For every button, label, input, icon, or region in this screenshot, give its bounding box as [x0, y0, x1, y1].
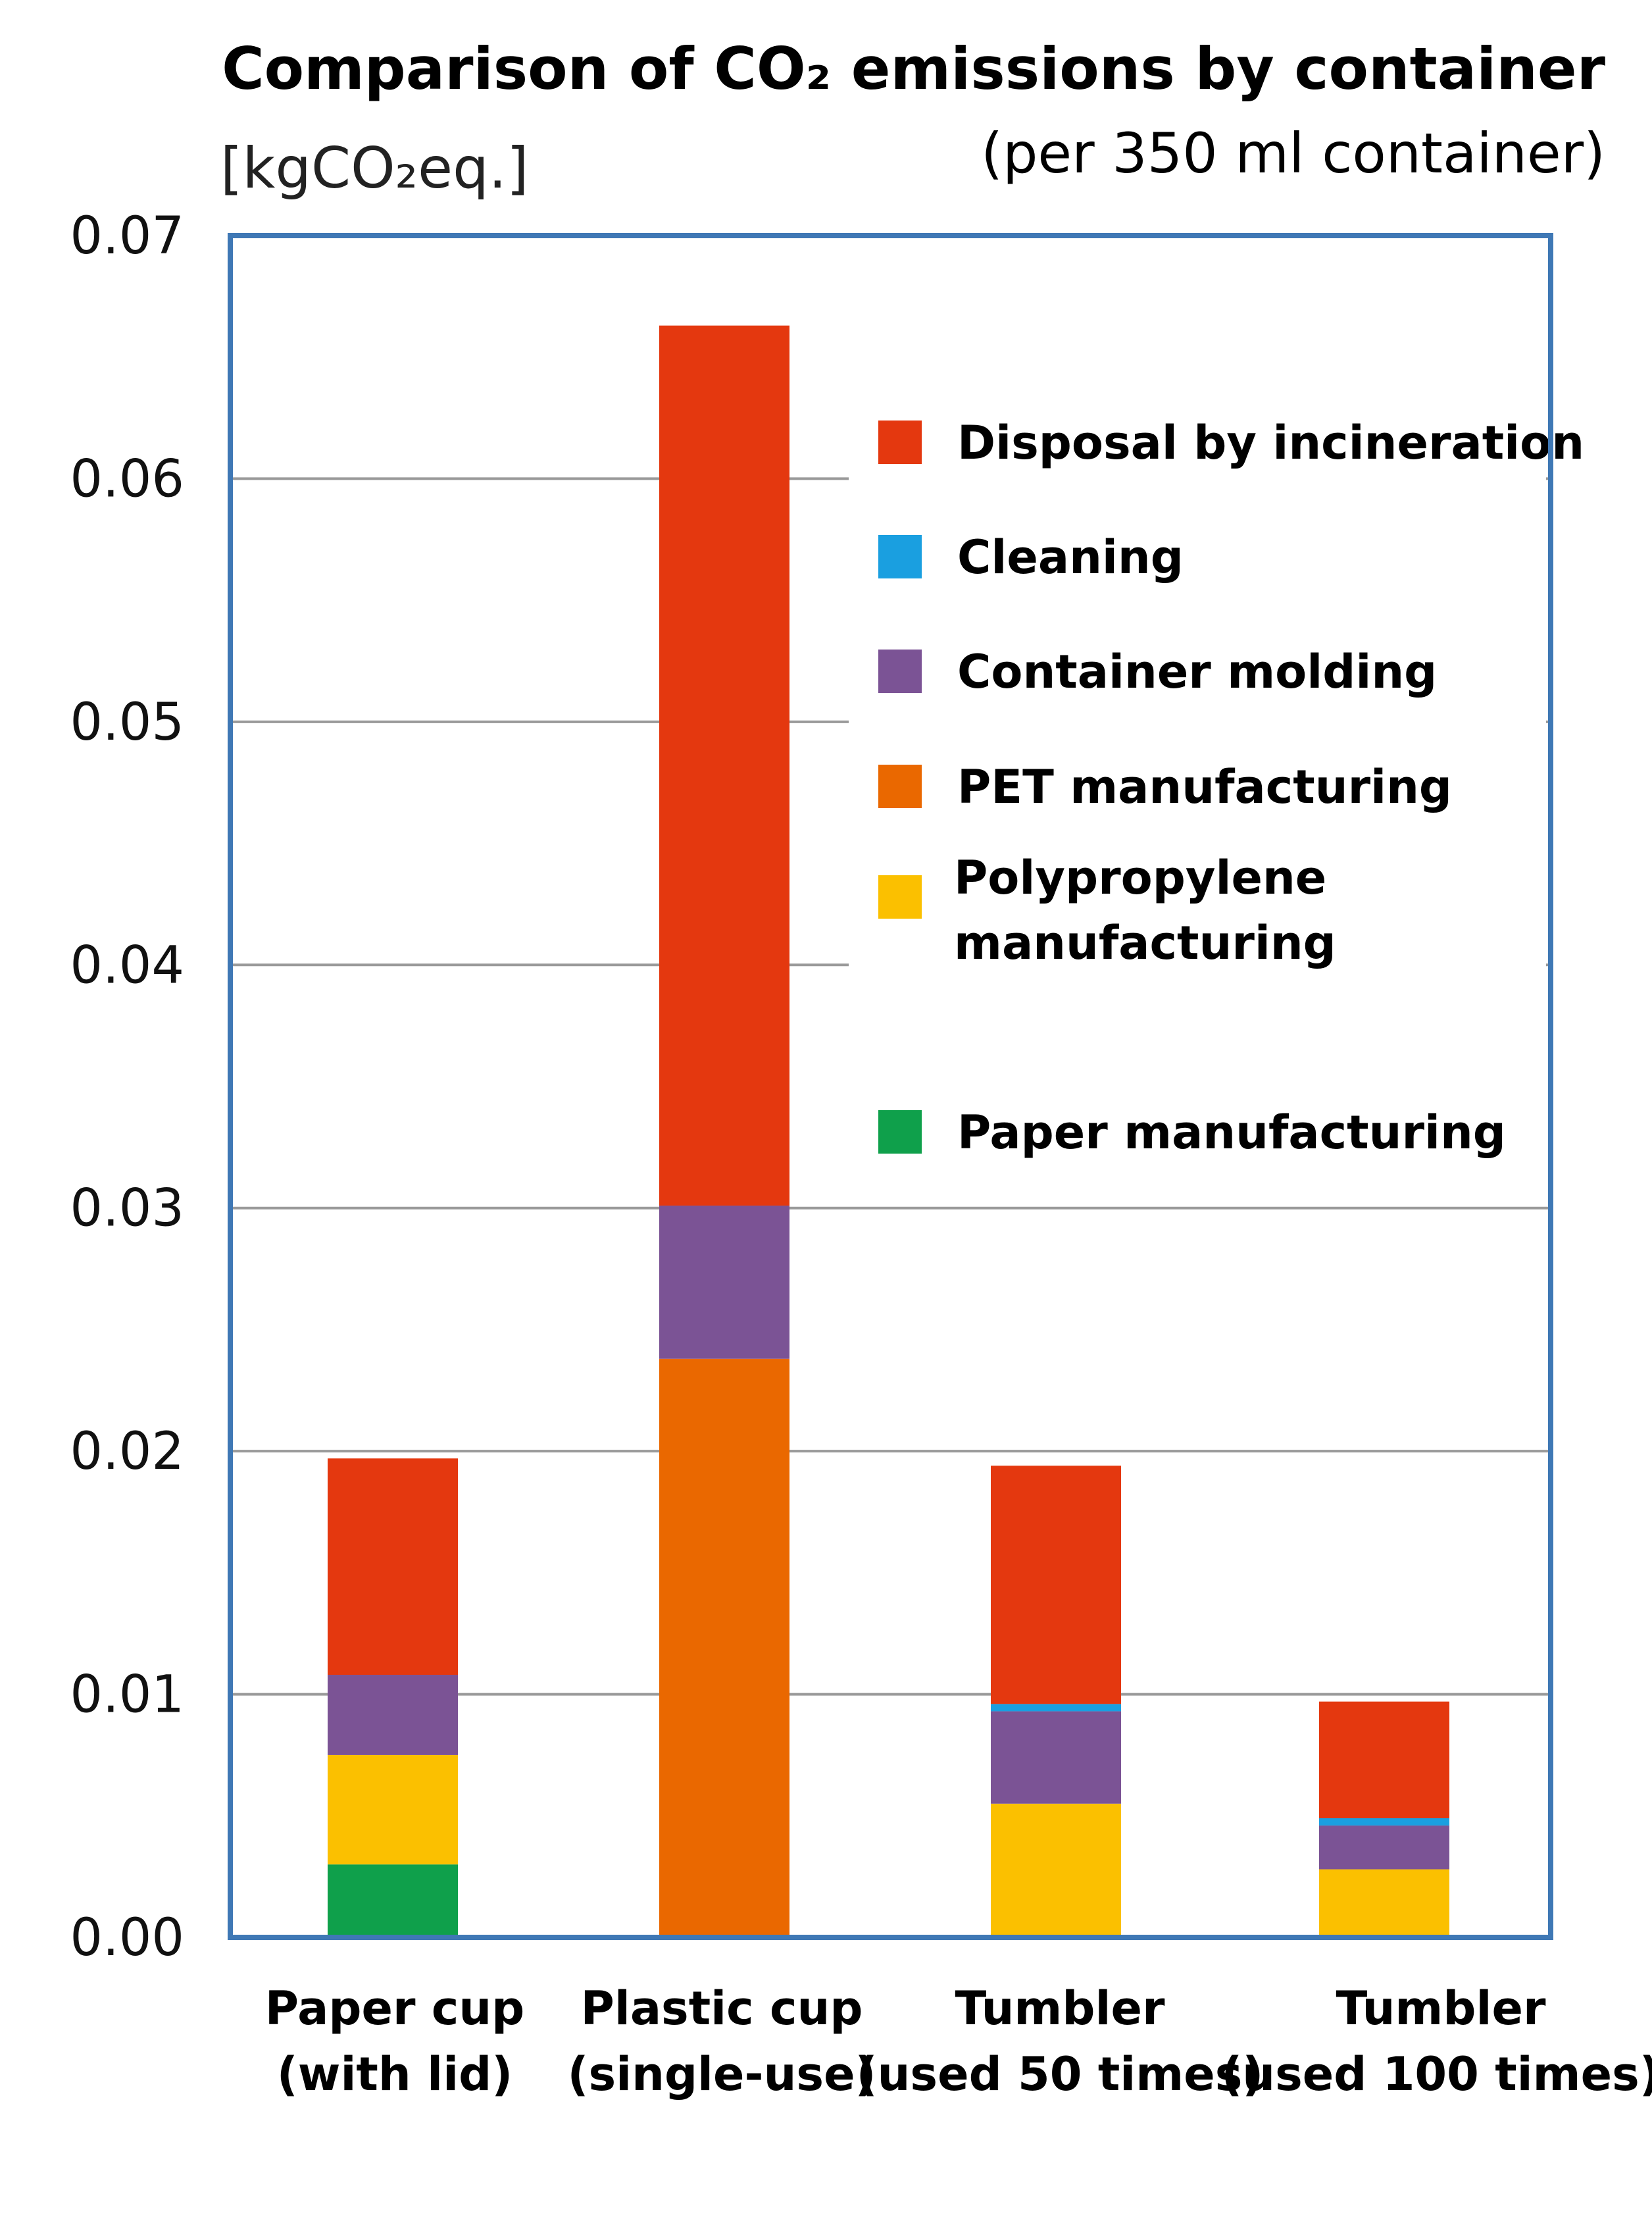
x-category-sublabel: (single-use): [567, 2047, 876, 2101]
bar-segment: [659, 1358, 789, 1937]
x-category-label: Paper cup: [265, 1981, 525, 2035]
legend-swatch: [878, 535, 922, 578]
y-tick-label: 0.03: [70, 1179, 184, 1238]
legend-swatch: [878, 1110, 922, 1154]
bar-segment: [991, 1466, 1121, 1704]
x-category-sublabel: (used 100 times): [1221, 2047, 1652, 2101]
x-category-sublabel: (used 50 times): [857, 2047, 1264, 2101]
x-category-label: Tumbler: [1336, 1981, 1546, 2035]
legend-label: Polypropylene manufacturing: [954, 851, 1336, 970]
x-category-label: Tumbler: [955, 1981, 1165, 2035]
bar-segment: [1319, 1869, 1449, 1937]
y-tick-label: 0.00: [70, 1908, 184, 1968]
y-tick-label: 0.06: [70, 449, 184, 509]
bar-segment: [1319, 1818, 1449, 1826]
plot-frame: [228, 233, 1553, 1940]
bar-segment: [659, 1206, 789, 1359]
x-axis-categories: Paper cup (with lid) Plastic cup (single-us…: [265, 1981, 1652, 2101]
x-category-label: Plastic cup: [581, 1981, 863, 2035]
bar-segment: [328, 1675, 458, 1755]
legend-label: Container molding: [957, 645, 1437, 699]
bar-segment: [1319, 1701, 1449, 1818]
stacked-bars: [328, 325, 1449, 1937]
legend-swatch: [878, 875, 922, 919]
bar-segment: [991, 1704, 1121, 1712]
bar-segment: [328, 1754, 458, 1865]
bar-segment: [1319, 1825, 1449, 1870]
bar-segment: [659, 325, 789, 1206]
chart-subtitle: (per 350 ml container): [981, 121, 1605, 186]
y-tick-label: 0.02: [70, 1422, 184, 1481]
y-tick-label: 0.01: [70, 1666, 184, 1725]
y-tick-label: 0.07: [70, 207, 184, 266]
y-axis-unit-label: [kgCO₂eq.]: [220, 136, 529, 201]
legend-label: PET manufacturing: [957, 760, 1452, 814]
bar-segment: [328, 1458, 458, 1675]
x-category-sublabel: (with lid): [277, 2047, 513, 2101]
legend-swatch: [878, 421, 922, 464]
legend: Disposal by incineration Cleaning Containe…: [849, 395, 1584, 1185]
legend-swatch: [878, 650, 922, 693]
bar-segment: [991, 1803, 1121, 1937]
bar-segment: [328, 1864, 458, 1937]
y-tick-label: 0.05: [70, 693, 184, 752]
legend-label: Paper manufacturing: [957, 1106, 1506, 1160]
legend-swatch: [878, 765, 922, 808]
legend-label: Cleaning: [957, 530, 1184, 584]
chart-title: Comparison of CO₂ emissions by container: [222, 35, 1606, 103]
bar-segment: [991, 1711, 1121, 1804]
y-axis-ticks: 0.00 0.01 0.02 0.03 0.04 0.05 0.06 0.07: [70, 207, 184, 1968]
y-tick-label: 0.04: [70, 936, 184, 995]
legend-background: [849, 395, 1546, 1185]
legend-label: Disposal by incineration: [957, 416, 1584, 470]
